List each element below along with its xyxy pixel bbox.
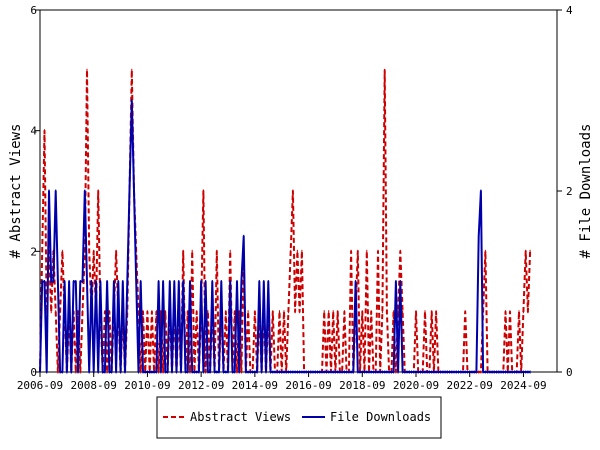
legend-box xyxy=(156,396,442,439)
y-axis-right-title: # File Downloads xyxy=(578,124,594,259)
y-axis-right: 0 2 4 xyxy=(557,4,573,379)
legend: Abstract Views File Downloads xyxy=(156,396,442,439)
y-axis-left: 0 2 4 6 xyxy=(30,4,40,379)
x-tick-label: 2010-09 xyxy=(124,379,170,392)
x-axis: 2006-09 2008-09 2010-09 2012-09 2014-09 2016-… xyxy=(17,372,547,392)
y-left-tick-label: 0 xyxy=(30,366,37,379)
y-left-tick-label: 6 xyxy=(30,4,37,17)
x-tick-label: 2014-09 xyxy=(232,379,278,392)
x-tick-label: 2022-09 xyxy=(447,379,493,392)
y-right-tick-label: 0 xyxy=(566,366,573,379)
y-right-tick-label: 4 xyxy=(566,4,573,17)
legend-label-abstract-views: Abstract Views xyxy=(190,410,291,424)
x-tick-label: 2018-09 xyxy=(339,379,385,392)
x-tick-label: 2006-09 xyxy=(17,379,63,392)
y-right-tick-label: 2 xyxy=(566,185,573,198)
x-tick-label: 2012-09 xyxy=(178,379,224,392)
y-left-tick-label: 2 xyxy=(30,245,37,258)
legend-label-file-downloads: File Downloads xyxy=(330,410,431,424)
x-tick-label: 2024-09 xyxy=(500,379,546,392)
series-line-file-downloads xyxy=(39,99,531,373)
x-tick-label: 2008-09 xyxy=(71,379,117,392)
series-layer xyxy=(39,68,532,374)
x-tick-label: 2016-09 xyxy=(285,379,331,392)
y-axis-left-title: # Abstract Views xyxy=(8,124,24,259)
x-tick-label: 2020-09 xyxy=(393,379,439,392)
y-left-tick-label: 4 xyxy=(30,125,37,138)
